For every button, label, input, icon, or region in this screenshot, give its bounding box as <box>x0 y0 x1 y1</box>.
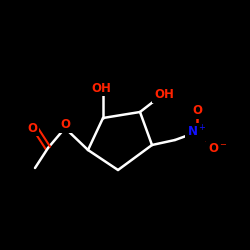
Text: O: O <box>60 118 70 132</box>
Text: OH: OH <box>154 88 174 102</box>
Text: OH: OH <box>91 82 111 94</box>
Text: N$^+$: N$^+$ <box>187 124 207 140</box>
Text: O: O <box>27 122 37 134</box>
Text: O$^-$: O$^-$ <box>208 142 228 154</box>
Text: O: O <box>192 104 202 118</box>
